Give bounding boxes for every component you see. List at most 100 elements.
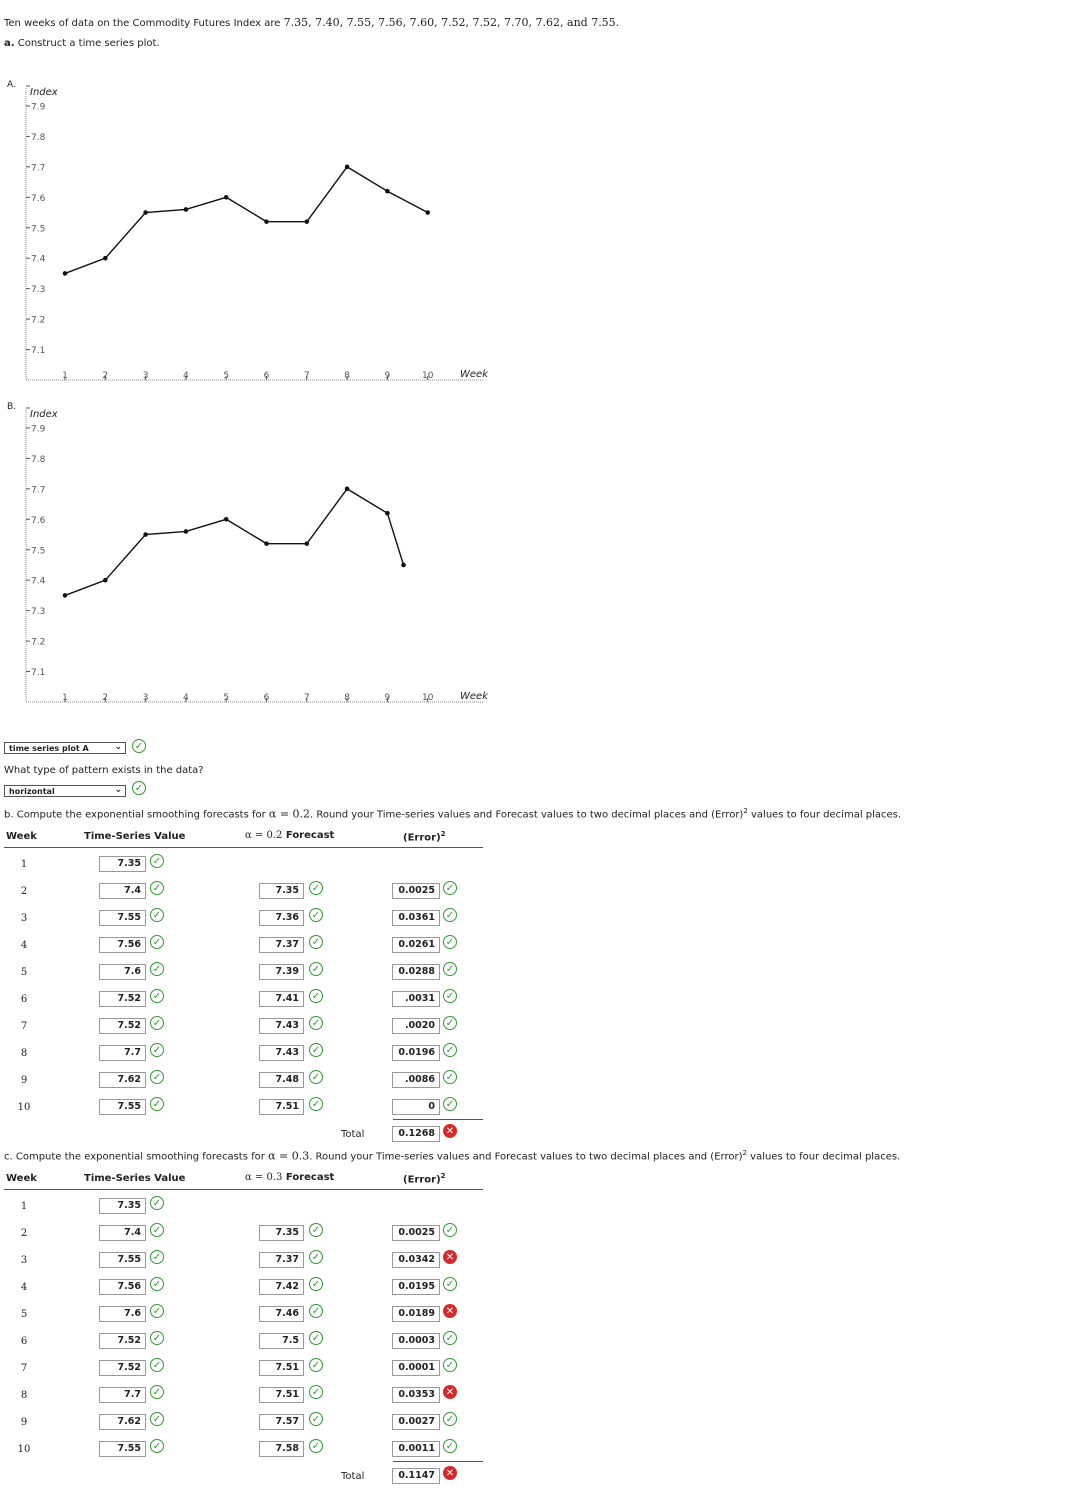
time-series-input[interactable]: 7.62 <box>99 1414 146 1430</box>
error-squared-input[interactable]: 0.0003 <box>392 1333 440 1349</box>
x-tick-label: 2 <box>102 371 108 381</box>
correct-check-icon: ✓ <box>309 1250 323 1264</box>
error-squared-input[interactable]: 0 <box>392 1099 440 1115</box>
time-series-input[interactable]: 7.52 <box>99 991 146 1007</box>
plot-select[interactable]: time series plot A ⌄ <box>4 742 126 754</box>
error-squared-input[interactable]: 0.0011 <box>392 1441 440 1457</box>
error-squared-input[interactable]: 0.0353 <box>392 1387 440 1403</box>
week-cell: 8 <box>20 1048 28 1059</box>
error-squared-input[interactable]: 0.0361 <box>392 910 440 926</box>
data-point <box>223 517 229 522</box>
correct-check-icon: ✓ <box>150 854 164 868</box>
correct-check-icon: ✓ <box>443 1331 457 1345</box>
error-squared-input[interactable]: .0086 <box>392 1072 440 1088</box>
correct-check-icon: ✓ <box>150 989 164 1003</box>
data-point <box>103 577 108 583</box>
error-squared-input[interactable]: 0.0261 <box>392 937 440 953</box>
col-err-label: (Error) <box>403 832 441 844</box>
x-tick-label: 1 <box>62 371 68 381</box>
forecast-input[interactable]: 7.39 <box>259 964 304 980</box>
forecast-input[interactable]: 7.57 <box>259 1414 304 1430</box>
correct-check-icon: ✓ <box>309 1097 323 1111</box>
correct-check-icon: ✓ <box>443 989 457 1003</box>
intro-values: 7.35, 7.40, 7.55, 7.56, 7.60, 7.52, 7.52… <box>283 16 620 29</box>
correct-check-icon: ✓ <box>443 962 457 976</box>
correct-check-icon: ✓ <box>309 1016 323 1030</box>
error-squared-input[interactable]: 0.0288 <box>392 964 440 980</box>
error-squared-input[interactable]: 0.0195 <box>392 1279 440 1295</box>
error-squared-input[interactable]: 0.0027 <box>392 1414 440 1430</box>
time-series-input[interactable]: 7.7 <box>99 1045 146 1061</box>
time-series-input[interactable]: 7.62 <box>99 1072 146 1088</box>
y-tick-label: 7.6 <box>31 194 46 204</box>
time-series-input[interactable]: 7.52 <box>99 1333 146 1349</box>
time-series-input[interactable]: 7.6 <box>99 964 146 980</box>
data-point <box>344 486 350 492</box>
correct-check-icon: ✓ <box>309 1358 323 1372</box>
forecast-input[interactable]: 7.37 <box>259 1252 304 1268</box>
time-series-input[interactable]: 7.52 <box>99 1360 146 1376</box>
time-series-input[interactable]: 7.56 <box>99 1279 146 1295</box>
time-series-input[interactable]: 7.56 <box>99 937 146 953</box>
error-squared-input[interactable]: .0020 <box>392 1018 440 1034</box>
forecast-input[interactable]: 7.43 <box>259 1045 304 1061</box>
forecast-input[interactable]: 7.43 <box>259 1018 304 1034</box>
y-tick-label: 7.1 <box>31 668 45 678</box>
correct-check-icon: ✓ <box>443 881 457 895</box>
time-series-input[interactable]: 7.52 <box>99 1018 146 1034</box>
correct-check-icon: ✓ <box>443 1097 457 1111</box>
col-err-header: (Error)2 <box>403 830 446 844</box>
incorrect-x-icon: ✕ <box>443 1304 457 1318</box>
part-a-text: Construct a time series plot. <box>17 38 160 49</box>
time-series-input[interactable]: 7.35 <box>99 1198 146 1214</box>
error-squared-input[interactable]: 0.0025 <box>392 883 440 899</box>
error-squared-input[interactable]: 0.0189 <box>392 1306 440 1322</box>
time-series-input[interactable]: 7.7 <box>99 1387 146 1403</box>
correct-check-icon: ✓ <box>443 1016 457 1030</box>
x-tick-label: 9 <box>385 371 391 381</box>
week-cell: 9 <box>20 1417 28 1428</box>
error-squared-input[interactable]: 0.0025 <box>392 1225 440 1241</box>
correct-check-icon: ✓ <box>150 1016 164 1030</box>
forecast-input[interactable]: 7.51 <box>259 1360 304 1376</box>
time-series-input[interactable]: 7.55 <box>99 1099 146 1115</box>
forecast-input[interactable]: 7.51 <box>259 1099 304 1115</box>
time-series-input[interactable]: 7.55 <box>99 1252 146 1268</box>
week-cell: 2 <box>20 886 28 897</box>
col-ts-header: Time-Series Value <box>84 831 186 842</box>
forecast-input[interactable]: 7.51 <box>259 1387 304 1403</box>
total-field-b[interactable]: 0.1268 <box>392 1126 440 1142</box>
pattern-question: What type of pattern exists in the data? <box>4 765 204 776</box>
forecast-input[interactable]: 7.36 <box>259 910 304 926</box>
correct-check-icon: ✓ <box>150 1304 164 1318</box>
forecast-input[interactable]: 7.46 <box>259 1306 304 1322</box>
error-squared-input[interactable]: 0.0196 <box>392 1045 440 1061</box>
correct-check-icon: ✓ <box>309 1304 323 1318</box>
forecast-input[interactable]: 7.35 <box>259 883 304 899</box>
error-squared-input[interactable]: 0.0001 <box>392 1360 440 1376</box>
forecast-input[interactable]: 7.5 <box>259 1333 304 1349</box>
time-series-input[interactable]: 7.55 <box>99 1441 146 1457</box>
time-series-input[interactable]: 7.55 <box>99 910 146 926</box>
pattern-select[interactable]: horizontal ⌄ <box>4 785 126 797</box>
time-series-input[interactable]: 7.6 <box>99 1306 146 1322</box>
error-squared-input[interactable]: 0.0342 <box>392 1252 440 1268</box>
time-series-input[interactable]: 7.35 <box>99 856 146 872</box>
forecast-input[interactable]: 7.35 <box>259 1225 304 1241</box>
option-b-label: B. <box>7 402 17 412</box>
pattern-select-value: horizontal <box>9 787 55 796</box>
part-b-text-post: . Round your Time-series values and Fore… <box>310 809 744 821</box>
col-ts-header: Time-Series Value <box>84 1173 186 1184</box>
forecast-input[interactable]: 7.48 <box>259 1072 304 1088</box>
forecast-input[interactable]: 7.42 <box>259 1279 304 1295</box>
time-series-input[interactable]: 7.4 <box>99 1225 146 1241</box>
total-field-c[interactable]: 0.1147 <box>392 1468 440 1484</box>
y-tick-label: 7.2 <box>31 316 45 326</box>
forecast-input[interactable]: 7.41 <box>259 991 304 1007</box>
forecast-input[interactable]: 7.58 <box>259 1441 304 1457</box>
week-cell: 5 <box>20 967 28 978</box>
forecast-input[interactable]: 7.37 <box>259 937 304 953</box>
time-series-input[interactable]: 7.4 <box>99 883 146 899</box>
error-squared-input[interactable]: .0031 <box>392 991 440 1007</box>
correct-check-icon: ✓ <box>443 1358 457 1372</box>
